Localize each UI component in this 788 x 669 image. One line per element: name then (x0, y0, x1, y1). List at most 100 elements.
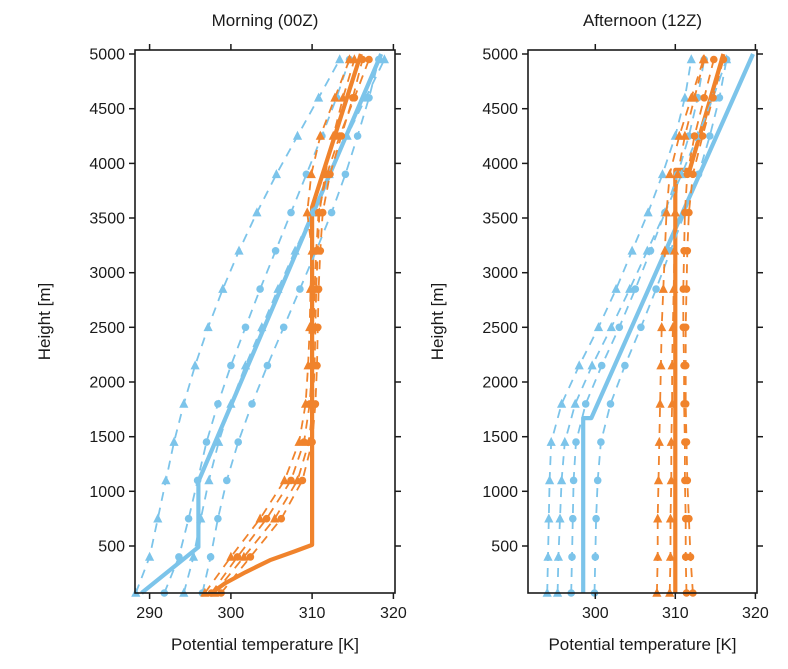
triangle-marker (306, 169, 316, 179)
circle-marker (681, 400, 690, 408)
circle-marker (358, 55, 367, 64)
triangle-marker (234, 245, 244, 255)
circle-marker (652, 285, 660, 293)
y-axis-label: Height [m] (428, 283, 447, 360)
triangle-marker (255, 513, 265, 523)
circle-marker (311, 400, 320, 408)
circle-marker (337, 132, 346, 140)
triangle-marker (653, 513, 663, 523)
triangle-marker (314, 92, 324, 102)
circle-marker (683, 170, 692, 179)
triangle-marker (290, 245, 300, 255)
triangle-marker (666, 436, 676, 446)
circle-marker (621, 361, 629, 370)
triangle-marker (544, 475, 555, 485)
circle-marker (637, 323, 645, 332)
circle-marker (709, 94, 717, 102)
circle-marker (349, 94, 357, 102)
circle-marker (694, 170, 703, 179)
y-tick-label: 4500 (482, 101, 518, 118)
triangle-marker (555, 513, 565, 523)
panel-title: Morning (00Z) (212, 11, 319, 30)
series-line-obs-blue-circles-2 (201, 59, 380, 594)
circle-marker (318, 208, 327, 217)
triangle-marker (657, 322, 667, 332)
circle-marker (681, 361, 690, 370)
triangle-marker (239, 551, 249, 561)
circle-marker (685, 514, 693, 523)
circle-marker (246, 553, 255, 561)
triangle-marker (226, 398, 236, 408)
y-tick-label: 2000 (482, 375, 518, 392)
triangle-marker (257, 322, 267, 332)
triangle-marker (556, 398, 567, 408)
triangle-marker (292, 130, 303, 140)
series-line-obs-orange-circles-1 (682, 59, 715, 594)
series-obs-blue-triangles-1 (131, 54, 345, 597)
circle-marker (175, 553, 183, 561)
circle-marker (353, 132, 362, 140)
triangle-marker (673, 169, 683, 179)
series-obs-orange-triangles-2 (665, 54, 709, 597)
y-tick-label: 3000 (482, 265, 518, 282)
circle-marker (206, 553, 215, 561)
triangle-marker (656, 360, 666, 370)
series-line-obs-orange-triangles-1 (656, 59, 705, 594)
circle-marker (615, 323, 624, 332)
y-tick-label: 1000 (482, 484, 518, 501)
x-tick-label: 310 (662, 605, 689, 622)
triangle-marker (349, 54, 359, 64)
circle-marker (327, 208, 336, 217)
circle-marker (568, 553, 576, 561)
y-tick-label: 1500 (482, 429, 518, 446)
circle-marker (698, 132, 707, 140)
y-tick-label: 1000 (89, 484, 125, 501)
axes-box (134, 49, 396, 594)
triangle-marker (667, 398, 677, 408)
triangle-marker (546, 436, 556, 446)
triangle-marker (627, 245, 637, 255)
y-tick-label: 500 (491, 539, 518, 556)
triangle-marker (190, 360, 200, 370)
triangle-marker (665, 513, 676, 523)
y-tick-label: 2000 (89, 375, 125, 392)
triangle-marker (661, 207, 672, 217)
circle-marker (202, 438, 211, 446)
triangle-marker (161, 475, 171, 485)
circle-marker (287, 476, 295, 485)
circle-marker (682, 285, 691, 293)
circle-marker (214, 514, 222, 523)
triangle-marker (203, 322, 213, 332)
circle-marker (682, 438, 691, 446)
triangle-marker (271, 169, 281, 179)
circle-marker (593, 476, 602, 485)
circle-marker (569, 514, 577, 523)
circle-marker (241, 323, 250, 332)
circle-marker (271, 247, 280, 255)
series-line-idealized-profile-orange (673, 53, 726, 593)
triangle-marker (611, 283, 621, 293)
circle-marker (223, 476, 231, 485)
triangle-marker (669, 245, 680, 255)
triangle-marker (668, 322, 678, 332)
triangle-marker (196, 513, 206, 523)
triangle-marker (556, 475, 567, 485)
circle-marker (326, 170, 334, 179)
y-tick-label: 4000 (482, 156, 518, 173)
triangle-marker (169, 436, 179, 446)
series-idealized-profile-blue (140, 53, 384, 595)
triangle-marker (653, 551, 663, 561)
circle-marker (597, 438, 605, 446)
circle-marker (592, 514, 600, 523)
triangle-marker (699, 54, 709, 64)
x-tick-label: 310 (299, 605, 326, 622)
circle-marker (365, 94, 373, 102)
panel-afternoon: 300 310 320 500 1000 1500 2000 2500 3000 3500 4000… (428, 11, 769, 654)
triangle-marker (252, 207, 262, 217)
triangle-marker (153, 513, 163, 523)
triangle-marker (240, 360, 251, 370)
circle-marker (193, 476, 202, 485)
triangle-marker (665, 551, 676, 561)
triangle-marker (338, 92, 348, 102)
triangle-marker (655, 398, 665, 408)
